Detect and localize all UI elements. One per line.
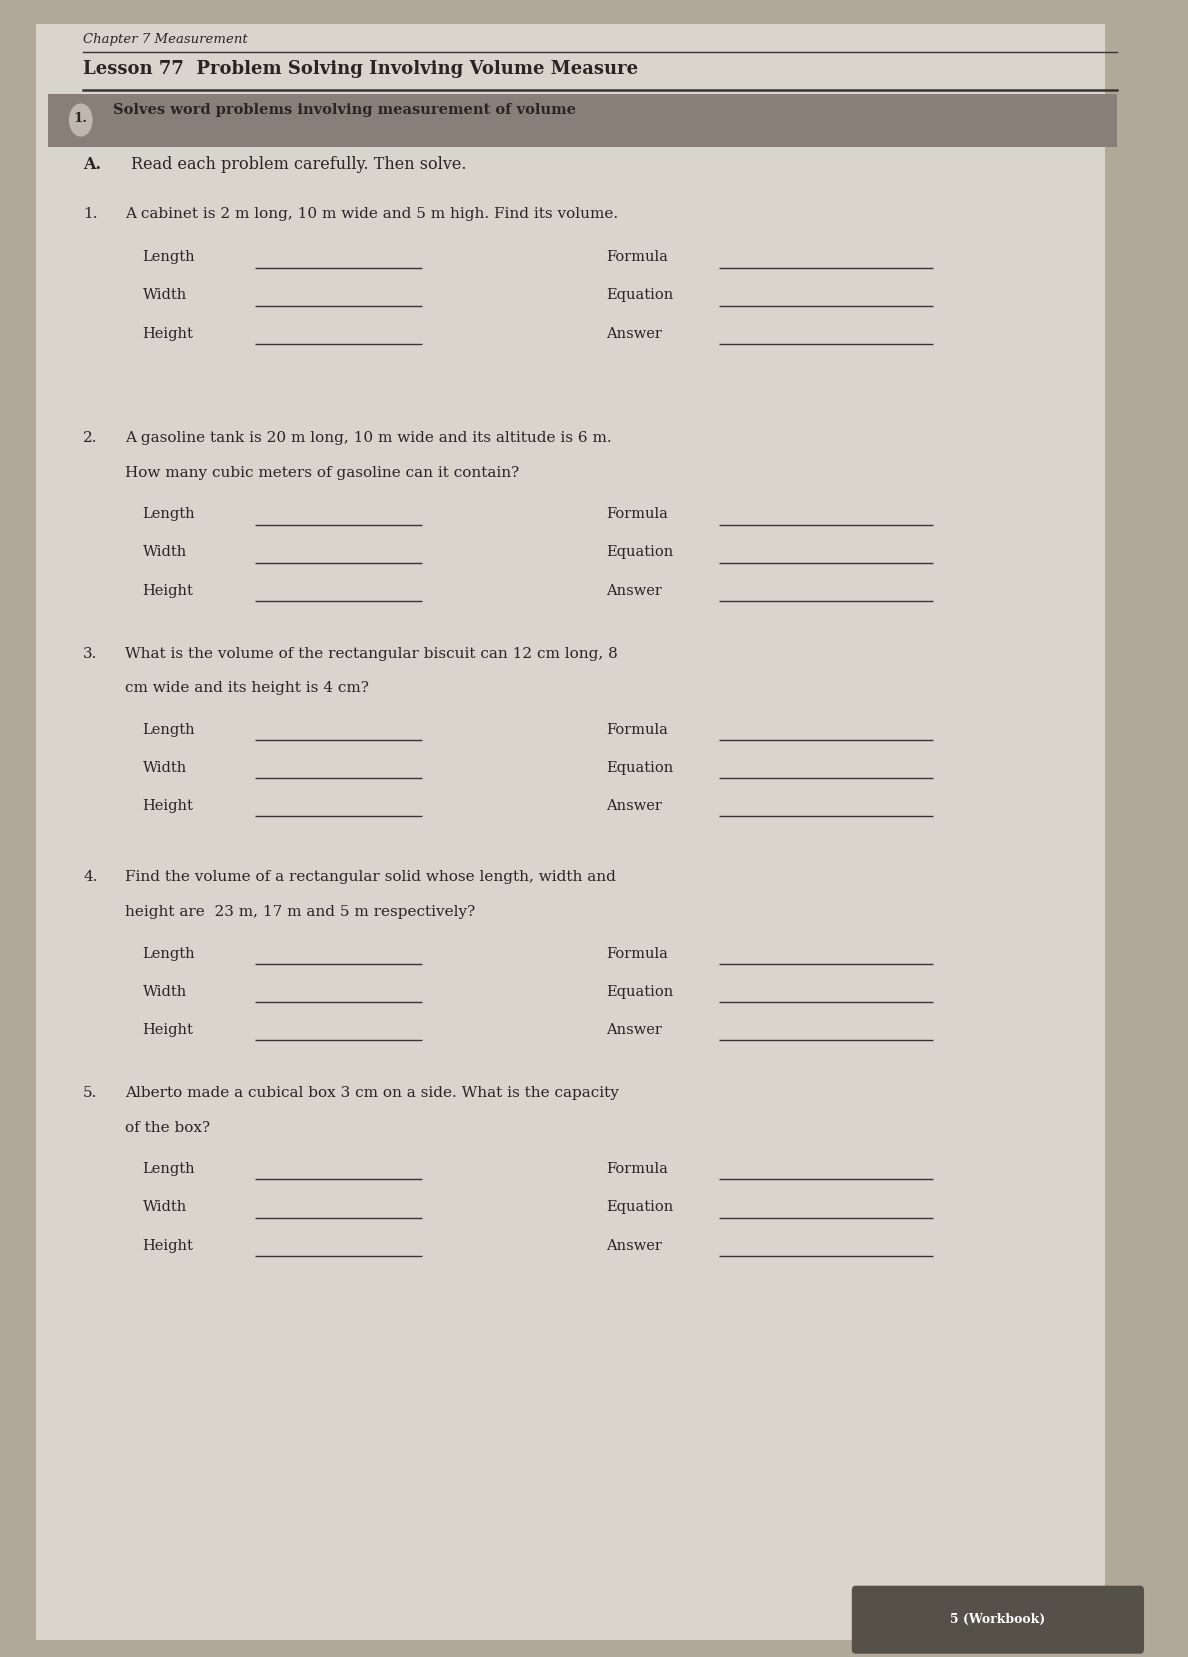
Text: Find the volume of a rectangular solid whose length, width and: Find the volume of a rectangular solid w… xyxy=(125,870,615,883)
Circle shape xyxy=(69,104,93,138)
Text: Answer: Answer xyxy=(606,1022,662,1036)
Text: Formula: Formula xyxy=(606,507,668,520)
Text: Width: Width xyxy=(143,545,187,558)
Text: cm wide and its height is 4 cm?: cm wide and its height is 4 cm? xyxy=(125,681,368,694)
Text: Formula: Formula xyxy=(606,722,668,736)
Text: 1.: 1. xyxy=(83,207,97,220)
Text: Width: Width xyxy=(143,761,187,774)
Text: Formula: Formula xyxy=(606,1162,668,1175)
Text: 5 (Workbook): 5 (Workbook) xyxy=(950,1612,1045,1626)
Text: 3.: 3. xyxy=(83,646,97,659)
Text: Height: Height xyxy=(143,799,194,812)
Text: Height: Height xyxy=(143,1022,194,1036)
Text: Width: Width xyxy=(143,984,187,998)
Text: What is the volume of the rectangular biscuit can 12 cm long, 8: What is the volume of the rectangular bi… xyxy=(125,646,618,659)
Text: Equation: Equation xyxy=(606,984,674,998)
Text: Height: Height xyxy=(143,1238,194,1251)
Text: Lesson 77  Problem Solving Involving Volume Measure: Lesson 77 Problem Solving Involving Volu… xyxy=(83,60,638,78)
Text: 1.: 1. xyxy=(74,113,88,124)
Text: Height: Height xyxy=(143,583,194,597)
Text: 2.: 2. xyxy=(83,431,97,444)
Text: of the box?: of the box? xyxy=(125,1120,210,1133)
Text: Formula: Formula xyxy=(606,946,668,959)
Text: Equation: Equation xyxy=(606,545,674,558)
Text: Read each problem carefully. Then solve.: Read each problem carefully. Then solve. xyxy=(131,156,466,172)
Text: Height: Height xyxy=(143,326,194,340)
Text: A.: A. xyxy=(83,156,101,172)
Text: Equation: Equation xyxy=(606,288,674,302)
Text: Chapter 7 Measurement: Chapter 7 Measurement xyxy=(83,33,248,46)
Text: 5.: 5. xyxy=(83,1085,97,1099)
FancyBboxPatch shape xyxy=(852,1586,1144,1654)
Text: A cabinet is 2 m long, 10 m wide and 5 m high. Find its volume.: A cabinet is 2 m long, 10 m wide and 5 m… xyxy=(125,207,618,220)
Text: Answer: Answer xyxy=(606,799,662,812)
Text: Equation: Equation xyxy=(606,1200,674,1213)
Text: Length: Length xyxy=(143,250,195,263)
Text: Solves word problems involving measurement of volume: Solves word problems involving measureme… xyxy=(113,103,576,116)
Text: Length: Length xyxy=(143,946,195,959)
Bar xyxy=(48,94,1117,147)
Text: Answer: Answer xyxy=(606,583,662,597)
Text: A gasoline tank is 20 m long, 10 m wide and its altitude is 6 m.: A gasoline tank is 20 m long, 10 m wide … xyxy=(125,431,612,444)
Text: Length: Length xyxy=(143,507,195,520)
Text: Formula: Formula xyxy=(606,250,668,263)
Text: Answer: Answer xyxy=(606,1238,662,1251)
Text: Width: Width xyxy=(143,1200,187,1213)
Text: Alberto made a cubical box 3 cm on a side. What is the capacity: Alberto made a cubical box 3 cm on a sid… xyxy=(125,1085,619,1099)
Text: height are  23 m, 17 m and 5 m respectively?: height are 23 m, 17 m and 5 m respective… xyxy=(125,905,475,918)
Text: Equation: Equation xyxy=(606,761,674,774)
Text: Answer: Answer xyxy=(606,326,662,340)
Text: Width: Width xyxy=(143,288,187,302)
Text: 4.: 4. xyxy=(83,870,97,883)
Text: How many cubic meters of gasoline can it contain?: How many cubic meters of gasoline can it… xyxy=(125,466,519,479)
Text: Length: Length xyxy=(143,1162,195,1175)
Text: Length: Length xyxy=(143,722,195,736)
